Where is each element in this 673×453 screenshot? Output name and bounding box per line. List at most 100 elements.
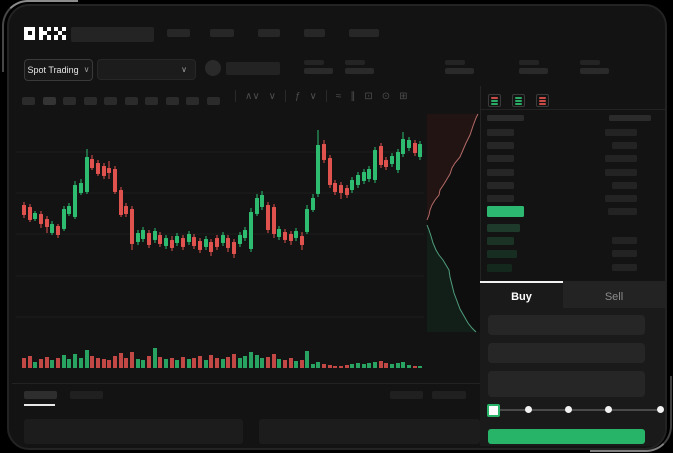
- nav-item-2[interactable]: [210, 29, 234, 37]
- candle-body: [283, 232, 287, 240]
- timeframe-6[interactable]: [124, 97, 138, 105]
- logo-pixel: [61, 35, 66, 40]
- ask-row-1-amount[interactable]: [605, 129, 637, 136]
- slider-track[interactable]: [491, 409, 657, 411]
- logo-pixel: [24, 27, 28, 32]
- tab-label: Buy: [511, 290, 532, 303]
- screenshot-icon[interactable]: ⊡: [364, 90, 373, 102]
- candle-body: [294, 231, 298, 238]
- ask-row-6-price[interactable]: [487, 195, 514, 202]
- footer-tab-active[interactable]: [24, 391, 57, 399]
- timeframe-8[interactable]: [165, 97, 179, 105]
- logo-pixel: [24, 31, 28, 36]
- ask-row-4-amount[interactable]: [605, 169, 637, 176]
- order-field-3[interactable]: [488, 371, 645, 397]
- chart-type-chevron-icon[interactable]: ∨: [268, 90, 276, 102]
- ask-row-2-price[interactable]: [487, 142, 514, 149]
- nav-item-1[interactable]: [167, 29, 190, 37]
- slider-stop-3[interactable]: [565, 406, 572, 413]
- logo-pixel: [31, 35, 36, 40]
- footer-action-1[interactable]: [390, 391, 423, 399]
- timeframe-9[interactable]: [186, 97, 199, 105]
- stat-value-1: [304, 68, 333, 74]
- ask-row-5-price[interactable]: [487, 182, 514, 189]
- bid-row-2-price[interactable]: [487, 237, 514, 245]
- book-asks-view-icon[interactable]: [536, 94, 549, 107]
- order-field-2[interactable]: [488, 343, 645, 363]
- chevron-down-icon: ∨: [83, 65, 90, 74]
- slider-stop-4[interactable]: [605, 406, 612, 413]
- candle-body: [28, 207, 32, 220]
- candle-body: [96, 163, 100, 174]
- pair-dropdown[interactable]: ∨: [97, 59, 196, 80]
- candle-body: [73, 185, 77, 217]
- timeframe-3[interactable]: [63, 97, 76, 105]
- volume-bar: [175, 360, 179, 368]
- fullscreen-icon[interactable]: ⊞: [399, 90, 408, 102]
- pair-title-placeholder: [71, 27, 154, 42]
- settings-icon[interactable]: ⊙: [381, 90, 391, 102]
- footer-action-2[interactable]: [432, 391, 466, 399]
- tab-buy[interactable]: Buy: [480, 281, 563, 310]
- candle-body: [90, 159, 94, 168]
- ask-row-2-amount[interactable]: [612, 142, 637, 149]
- ask-row-3-amount[interactable]: [605, 155, 637, 162]
- market-type-selector[interactable]: Spot Trading ∨: [24, 59, 93, 81]
- volume-bar: [266, 357, 270, 368]
- candle-body: [164, 238, 168, 246]
- tab-sell[interactable]: Sell: [563, 281, 665, 310]
- bid-row-3-price[interactable]: [487, 250, 517, 258]
- indicators-icon[interactable]: ƒ: [294, 90, 301, 102]
- panel-divider: [480, 86, 481, 446]
- candlestick-chart[interactable]: [12, 112, 483, 384]
- slider-stop-5[interactable]: [657, 406, 664, 413]
- volume-bar: [413, 366, 417, 368]
- nav-item-4[interactable]: [304, 29, 325, 37]
- ask-row-1-price[interactable]: [487, 129, 514, 136]
- timeframe-2[interactable]: [42, 97, 56, 105]
- nav-item-5[interactable]: [349, 29, 379, 37]
- bid-row-4-price[interactable]: [487, 264, 512, 272]
- submit-order-button[interactable]: [488, 429, 645, 444]
- line-tool-icon[interactable]: ≈: [335, 90, 342, 102]
- bid-row-2-amount[interactable]: [612, 237, 637, 244]
- timeframe-4[interactable]: [83, 97, 97, 105]
- timeframe-1[interactable]: [22, 97, 35, 105]
- ask-row-6-amount[interactable]: [605, 195, 637, 202]
- ask-row-3-price[interactable]: [487, 155, 514, 162]
- candle-body: [255, 198, 259, 214]
- slider-handle[interactable]: [487, 404, 500, 417]
- ask-row-4-price[interactable]: [487, 169, 514, 176]
- ask-row-5-amount[interactable]: [612, 182, 637, 189]
- volume-bar: [238, 358, 242, 368]
- indicators-chevron-icon[interactable]: ∨: [309, 90, 317, 102]
- depth-asks-line: [426, 113, 479, 221]
- logo-pixel: [58, 31, 62, 36]
- bid-row-3-amount[interactable]: [612, 250, 637, 257]
- candle-body: [33, 213, 37, 219]
- volume-bar: [39, 359, 43, 368]
- drawing-tools-icon[interactable]: ∥: [350, 90, 356, 102]
- last-price-badge[interactable]: [487, 206, 524, 217]
- book-bids-view-icon[interactable]: [512, 94, 525, 107]
- nav-item-3[interactable]: [258, 29, 280, 37]
- book-combined-view-icon[interactable]: [488, 94, 501, 107]
- candle-body: [362, 172, 366, 181]
- timeframe-bar: [22, 92, 227, 105]
- timeframe-7[interactable]: [145, 97, 158, 105]
- timeframe-5[interactable]: [104, 97, 117, 105]
- bid-row-4-amount[interactable]: [612, 264, 637, 271]
- bid-row-1-price[interactable]: [487, 224, 520, 232]
- book-icon-stripe: [491, 97, 498, 99]
- book-icon-stripe: [491, 100, 498, 102]
- candle-style-icon[interactable]: ∧∨: [245, 90, 260, 102]
- candle-body: [170, 240, 174, 248]
- timeframe-10[interactable]: [206, 97, 220, 105]
- volume-bar: [418, 366, 422, 368]
- order-field-1[interactable]: [488, 315, 645, 335]
- logo-pixel: [27, 35, 32, 40]
- volume-bar: [204, 360, 208, 368]
- footer-tab-2[interactable]: [70, 391, 103, 399]
- slider-stop-2[interactable]: [525, 406, 532, 413]
